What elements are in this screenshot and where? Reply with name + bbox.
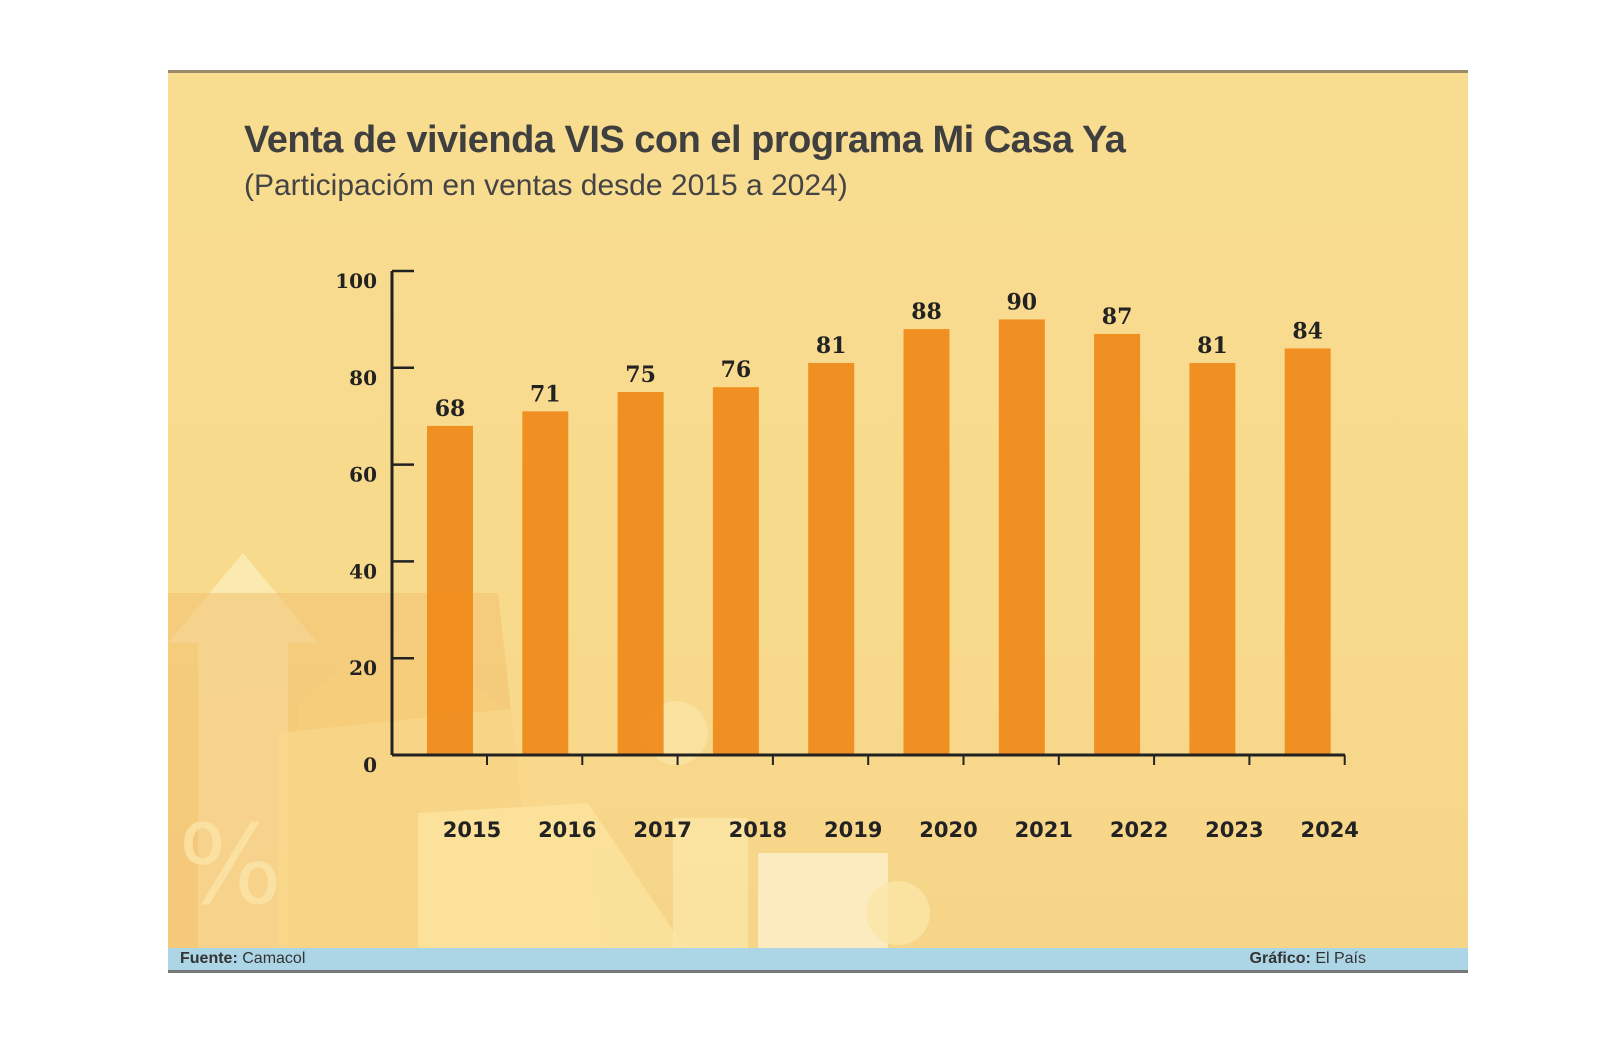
data-label: 81 — [1197, 333, 1228, 359]
data-label: 76 — [721, 357, 752, 383]
y-tick-label: 80 — [349, 366, 377, 390]
bar — [427, 425, 473, 755]
source: Fuente: Camacol — [180, 950, 306, 967]
bar — [1094, 333, 1141, 755]
data-label: 90 — [1006, 289, 1037, 315]
bar — [617, 392, 664, 755]
bar — [1189, 362, 1236, 755]
bar — [998, 319, 1045, 755]
y-tick-label: 0 — [363, 753, 377, 777]
svg-text:%: % — [178, 801, 283, 929]
x-tick-label: 2017 — [633, 818, 691, 842]
data-label: 87 — [1102, 304, 1133, 330]
x-tick-label: 2016 — [538, 818, 596, 842]
data-label: 68 — [435, 396, 466, 422]
x-tick-label: 2018 — [729, 818, 787, 842]
data-label: 84 — [1292, 318, 1323, 344]
chart-subtitle: (Participacióm en ventas desde 2015 a 20… — [244, 169, 848, 202]
x-tick-label: 2015 — [443, 818, 501, 842]
y-tick-label: 40 — [349, 559, 377, 583]
infographic-panel: % Venta de vivienda VIS con el programa … — [168, 70, 1468, 973]
data-label: 81 — [816, 333, 847, 359]
y-tick-label: 100 — [335, 269, 377, 293]
y-tick-label: 20 — [349, 656, 377, 680]
x-tick-label: 2023 — [1205, 818, 1263, 842]
x-tick-label: 2022 — [1110, 818, 1168, 842]
x-tick-label: 2021 — [1015, 818, 1073, 842]
bar — [1284, 348, 1331, 755]
x-tick-label: 2019 — [824, 818, 882, 842]
bar — [712, 387, 759, 755]
x-tick-label: 2020 — [919, 818, 977, 842]
data-label: 75 — [625, 362, 656, 388]
bar — [522, 411, 569, 755]
data-label: 71 — [530, 381, 561, 407]
bar — [808, 362, 855, 755]
bar — [903, 329, 950, 755]
x-tick-label: 2024 — [1300, 818, 1358, 842]
chart-title: Venta de vivienda VIS con el programa Mi… — [244, 119, 1126, 161]
bar-chart: 68 2015 71 2016 75 2017 76 2018 81 2019 88 2020 90 20… — [335, 269, 1359, 842]
credit: Gráfico: El País — [1249, 950, 1366, 967]
footer: Fuente: Camacol Gráfico: El País — [168, 948, 1468, 973]
data-label: 88 — [911, 299, 942, 325]
y-tick-label: 60 — [349, 463, 377, 487]
